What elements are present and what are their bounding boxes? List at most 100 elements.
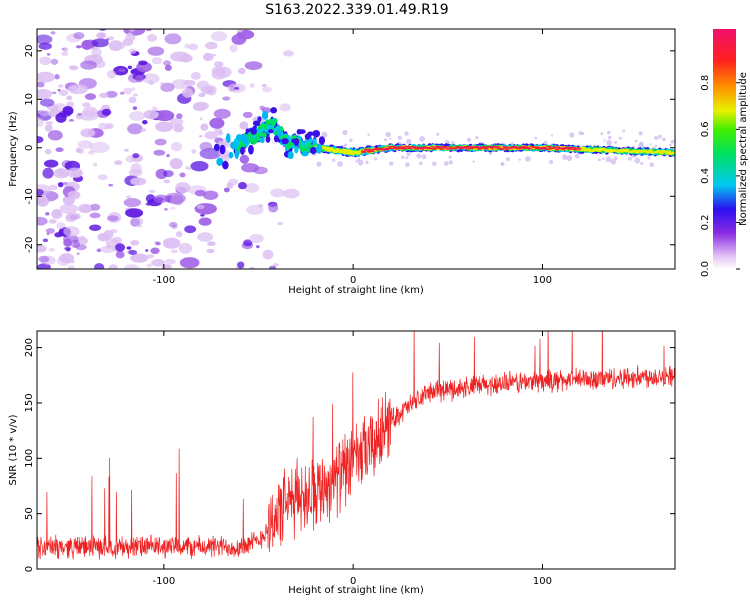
heatmap-ridge-cell [454, 148, 460, 150]
heatmap-ridge-cell [456, 146, 461, 147]
heatmap-noise-blob [188, 43, 199, 51]
heatmap-noise-blob [154, 138, 167, 146]
heatmap-noise-blob [115, 243, 126, 252]
heatmap-ridge-cell [262, 132, 267, 138]
heatmap-ridge-cell [403, 146, 408, 147]
heatmap-ridge-blob [298, 129, 306, 134]
heatmap-y-tick-label: -20 [24, 237, 35, 253]
heatmap-noise-blob [45, 228, 55, 234]
heatmap-noise-blob [262, 83, 267, 88]
heatmap-noise-blob [82, 106, 98, 117]
heatmap-haze [640, 161, 644, 165]
heatmap-noise-blob [129, 29, 135, 32]
heatmap-noise-blob [210, 31, 228, 42]
heatmap-noise-blob [53, 168, 70, 179]
heatmap-noise-blob [77, 140, 93, 149]
heatmap-ridge-cell [272, 117, 278, 124]
heatmap-haze [654, 135, 659, 141]
heatmap-haze [534, 136, 538, 140]
heatmap-noise-blob [38, 42, 52, 50]
heatmap-ridge-blob [281, 138, 289, 145]
heatmap-noise-blob [237, 67, 246, 75]
heatmap-noise-blob [223, 187, 230, 193]
heatmap-noise-blob [192, 103, 207, 112]
heatmap-noise-blob [87, 150, 95, 155]
heatmap-noise-blob [45, 212, 50, 216]
heatmap-ridge-blob [270, 107, 278, 114]
heatmap-haze [649, 143, 652, 146]
heatmap-noise-blob [282, 188, 300, 199]
heatmap-noise-blob [194, 189, 206, 197]
heatmap-noise-blob [130, 177, 147, 186]
heatmap-noise-blob [54, 74, 60, 80]
heatmap-ridge-cell [422, 148, 428, 149]
heatmap-noise-blob [198, 217, 212, 226]
heatmap-noise-blob [42, 238, 49, 243]
heatmap-noise-blob [56, 222, 66, 230]
heatmap-noise-blob [184, 225, 197, 234]
heatmap-ridge-cell [548, 148, 554, 150]
heatmap-ridge-cell [306, 142, 311, 148]
heatmap-haze [500, 162, 504, 165]
heatmap-noise-blob [37, 71, 56, 83]
heatmap-noise-blob [262, 86, 272, 93]
heatmap-ridge-cell [536, 146, 541, 149]
heatmap-noise-blob [63, 47, 69, 53]
heatmap-ridge-cell [504, 148, 510, 150]
heatmap-marks [37, 29, 675, 269]
heatmap-ridge-cell [401, 147, 407, 148]
heatmap-ridge-blob [307, 131, 315, 136]
heatmap-ridge-blob [259, 137, 265, 144]
heatmap-noise-blob [108, 40, 123, 52]
heatmap-noise-blob [77, 113, 82, 116]
heatmap-ridge-cell [495, 148, 500, 149]
heatmap-noise-blob [94, 263, 105, 269]
heatmap-ridge-cell [391, 145, 396, 148]
heatmap-ridge-cell [574, 147, 579, 149]
heatmap-ridge-cell [571, 149, 576, 150]
heatmap-noise-blob [179, 172, 186, 178]
heatmap-noise-blob [48, 248, 55, 252]
heatmap-noise-blob [198, 92, 206, 98]
heatmap-haze [416, 153, 422, 159]
heatmap-ridge-cell [671, 151, 675, 154]
snr-y-tick-label: 200 [24, 338, 35, 357]
heatmap-haze [342, 129, 348, 136]
heatmap-noise-blob [106, 215, 119, 222]
heatmap-ridge-blob [301, 151, 309, 157]
heatmap-haze [562, 154, 568, 160]
heatmap-y-tick-label: 20 [24, 44, 35, 57]
heatmap-x-tick-label: -100 [152, 275, 175, 286]
heatmap-haze [404, 131, 409, 136]
snr-panel: -100 0 100 0 50 100 150 200 Height of straight… [8, 330, 676, 596]
heatmap-noise-blob [67, 265, 75, 269]
heatmap-noise-blob [145, 202, 151, 206]
heatmap-noise-blob [164, 258, 177, 265]
heatmap-noise-blob [237, 29, 243, 33]
heatmap-ridge-cell [497, 146, 502, 148]
heatmap-ridge-cell [666, 150, 672, 153]
heatmap-ridge-blob [276, 130, 282, 138]
heatmap-ridge-cell [469, 148, 475, 150]
heatmap-noise-blob [151, 57, 163, 65]
heatmap-noise-blob [84, 93, 97, 100]
heatmap-noise-blob [147, 46, 165, 56]
heatmap-noise-blob [200, 213, 205, 217]
colorbar-tick-label: 0.0 [700, 261, 711, 277]
heatmap-noise-blob [256, 245, 260, 249]
heatmap-noise-blob [209, 117, 225, 129]
heatmap-ridge-cell [484, 148, 490, 150]
heatmap-noise-blob [96, 32, 107, 39]
heatmap-noise-blob [108, 264, 118, 269]
heatmap-noise-blob [244, 61, 263, 71]
heatmap-noise-blob [37, 189, 44, 196]
heatmap-noise-blob [104, 126, 108, 130]
heatmap-ridge-blob [228, 151, 234, 159]
heatmap-noise-blob [268, 203, 279, 213]
snr-x-tick-label: 100 [533, 576, 552, 587]
heatmap-noise-blob [173, 123, 184, 133]
heatmap-noise-blob [187, 167, 192, 171]
heatmap-ridge-blob [230, 141, 238, 150]
